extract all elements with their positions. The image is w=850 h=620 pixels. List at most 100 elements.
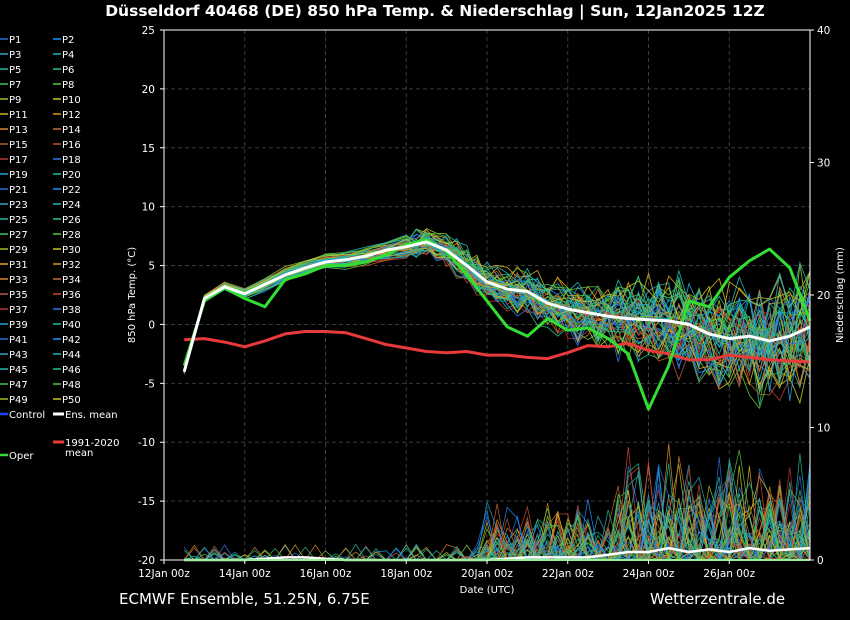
axes: 25 20 15 10 5 0 -5 -10 -15 -20 40 30 20 10 0 12Jan 00z 1…	[127, 25, 846, 596]
member-line-P34	[183, 244, 811, 372]
legend-label-P31: P31	[9, 260, 28, 271]
member-line-P19	[183, 244, 811, 373]
y2-tick-label: 30	[817, 158, 830, 170]
legend-label-P25: P25	[9, 215, 28, 226]
site-credit: Wetterzentrale.de	[650, 590, 786, 608]
legend-label-P37: P37	[9, 305, 28, 316]
series-line-mean	[182, 240, 811, 372]
x-tick-label: 14Jan 00z	[219, 568, 271, 580]
legend-label-P45: P45	[9, 365, 28, 376]
x-tick-label: 22Jan 00z	[542, 568, 594, 580]
legend-label-P10: P10	[62, 95, 81, 106]
member-line-P46	[183, 242, 811, 386]
legend-label-P22: P22	[62, 185, 81, 196]
legend-label-P36: P36	[62, 290, 81, 301]
legend-label-P20: P20	[62, 170, 81, 181]
legend-label-P43: P43	[9, 350, 28, 361]
legend-label-P3: P3	[9, 50, 21, 61]
legend-label-P21: P21	[9, 185, 28, 196]
legend-label-P34: P34	[62, 275, 81, 286]
y2-tick-label: 0	[817, 555, 824, 567]
legend-label-P1: P1	[9, 35, 21, 46]
legend-label-P14: P14	[62, 125, 81, 136]
legend-label-P47: P47	[9, 380, 28, 391]
legend-label-P7: P7	[9, 80, 21, 91]
legend: P1 P2 P3 P4 P5 P6 P7 P8 P9 P10 P11 P12 P13 P14 P15 P16 P…	[0, 35, 120, 462]
legend-label-P41: P41	[9, 335, 28, 346]
legend-label-P26: P26	[62, 215, 81, 226]
series-line-oper	[182, 238, 812, 411]
member-line-P31	[183, 246, 811, 390]
legend-label-P5: P5	[9, 65, 21, 76]
legend-label-P17: P17	[9, 155, 28, 166]
y2-tick-label: 20	[817, 290, 830, 302]
legend-label-P46: P46	[62, 365, 81, 376]
legend-label-P35: P35	[9, 290, 28, 301]
legend-label-P19: P19	[9, 170, 28, 181]
model-info: ECMWF Ensemble, 51.25N, 6.75E	[119, 590, 370, 608]
legend-label-P48: P48	[62, 380, 81, 391]
y-tick-label: 5	[148, 261, 155, 273]
legend-label-P44: P44	[62, 350, 81, 361]
legend-label-P42: P42	[62, 335, 81, 346]
member-line-P50	[183, 229, 811, 370]
legend-label-clim: 1991-2020	[65, 438, 120, 449]
legend-label-P50: P50	[62, 395, 81, 406]
y-tick-label: -15	[138, 496, 155, 508]
y-tick-label: 25	[142, 25, 155, 37]
y2-tick-label: 10	[817, 423, 830, 435]
ensemble-members	[183, 228, 811, 410]
legend-label-P18: P18	[62, 155, 81, 166]
x-tick-label: 20Jan 00z	[461, 568, 513, 580]
legend-label-P2: P2	[62, 35, 74, 46]
legend-label-P29: P29	[9, 245, 28, 256]
legend-label-P11: P11	[9, 110, 28, 121]
y-tick-label: 20	[142, 84, 155, 96]
legend-label-P8: P8	[62, 80, 74, 91]
chart-title: Düsseldorf 40468 (DE) 850 hPa Temp. & Ni…	[105, 2, 765, 20]
legend-label-P30: P30	[62, 245, 81, 256]
legend-label-clim: mean	[65, 448, 93, 459]
legend-label-P40: P40	[62, 320, 81, 331]
legend-label-P24: P24	[62, 200, 81, 211]
legend-label-P39: P39	[9, 320, 28, 331]
x-tick-label: 18Jan 00z	[380, 568, 432, 580]
legend-label-P49: P49	[9, 395, 28, 406]
legend-label-P27: P27	[9, 230, 28, 241]
legend-label-P9: P9	[9, 95, 21, 106]
legend-label-mean: Ens. mean	[65, 410, 118, 421]
y-tick-label: 0	[148, 319, 155, 331]
y-tick-label: -5	[145, 378, 155, 390]
highlight-lines	[182, 238, 812, 411]
y2-tick-label: 40	[817, 25, 830, 37]
y-tick-label: -20	[138, 555, 155, 567]
y-tick-label: 10	[142, 202, 155, 214]
x-axis-label: Date (UTC)	[460, 585, 515, 596]
legend-label-P28: P28	[62, 230, 81, 241]
legend-label-P33: P33	[9, 275, 28, 286]
legend-label-P13: P13	[9, 125, 28, 136]
x-tick-label: 12Jan 00z	[138, 568, 190, 580]
y-axis-label: 850 hPa Temp. (°C)	[127, 247, 138, 343]
legend-label-P16: P16	[62, 140, 81, 151]
legend-label-P12: P12	[62, 110, 81, 121]
legend-label-P32: P32	[62, 260, 81, 271]
legend-label-oper: Oper	[9, 451, 34, 462]
y-tick-label: 15	[142, 143, 155, 155]
legend-label-P4: P4	[62, 50, 74, 61]
precipitation-lines	[183, 443, 811, 562]
legend-label-P23: P23	[9, 200, 28, 211]
y2-axis-label: Niederschlag (mm)	[835, 247, 846, 343]
legend-label-P38: P38	[62, 305, 81, 316]
y-tick-label: -10	[138, 437, 155, 449]
legend-label-P15: P15	[9, 140, 28, 151]
precip-member-line-P38	[184, 509, 811, 562]
legend-label-control: Control	[9, 410, 45, 421]
series-line-clim	[184, 330, 811, 364]
legend-label-P6: P6	[62, 65, 74, 76]
member-line-P48	[183, 233, 811, 371]
x-tick-label: 16Jan 00z	[300, 568, 352, 580]
x-tick-label: 26Jan 00z	[703, 568, 755, 580]
x-tick-label: 24Jan 00z	[623, 568, 675, 580]
